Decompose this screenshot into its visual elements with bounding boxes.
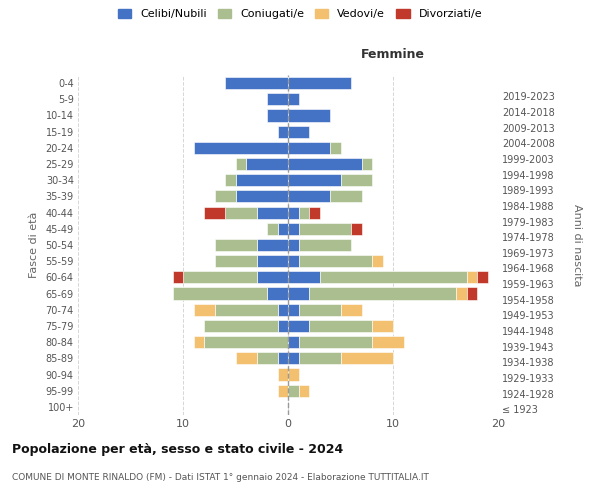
Bar xyxy=(330,142,341,154)
Bar xyxy=(235,158,246,170)
Bar xyxy=(225,77,288,89)
Bar xyxy=(299,206,309,218)
Bar xyxy=(288,239,299,251)
Bar xyxy=(215,190,235,202)
Bar xyxy=(204,206,225,218)
Bar xyxy=(299,304,341,316)
Bar xyxy=(299,239,351,251)
Bar xyxy=(288,110,330,122)
Bar xyxy=(288,352,299,364)
Bar xyxy=(309,320,372,332)
Bar xyxy=(193,142,288,154)
Bar xyxy=(204,320,277,332)
Bar xyxy=(267,93,288,106)
Bar xyxy=(288,384,299,397)
Bar xyxy=(225,174,235,186)
Text: Popolazione per età, sesso e stato civile - 2024: Popolazione per età, sesso e stato civil… xyxy=(12,442,343,456)
Bar xyxy=(288,222,299,235)
Bar xyxy=(267,110,288,122)
Bar xyxy=(257,239,288,251)
Bar xyxy=(183,272,257,283)
Bar xyxy=(361,158,372,170)
Bar xyxy=(277,222,288,235)
Bar xyxy=(351,222,361,235)
Text: COMUNE DI MONTE RINALDO (FM) - Dati ISTAT 1° gennaio 2024 - Elaborazione TUTTITA: COMUNE DI MONTE RINALDO (FM) - Dati ISTA… xyxy=(12,472,429,482)
Bar xyxy=(299,336,372,348)
Bar xyxy=(193,304,215,316)
Bar xyxy=(341,352,393,364)
Bar xyxy=(456,288,467,300)
Y-axis label: Anni di nascita: Anni di nascita xyxy=(572,204,582,286)
Bar xyxy=(215,304,277,316)
Bar xyxy=(309,288,456,300)
Bar xyxy=(277,320,288,332)
Bar xyxy=(215,239,257,251)
Bar xyxy=(204,336,288,348)
Bar xyxy=(288,320,309,332)
Bar xyxy=(288,336,299,348)
Bar xyxy=(235,190,288,202)
Bar xyxy=(320,272,467,283)
Bar xyxy=(246,158,288,170)
Bar xyxy=(288,304,299,316)
Y-axis label: Fasce di età: Fasce di età xyxy=(29,212,38,278)
Bar xyxy=(341,174,372,186)
Bar xyxy=(257,255,288,268)
Bar xyxy=(288,93,299,106)
Bar xyxy=(257,206,288,218)
Bar xyxy=(193,336,204,348)
Bar xyxy=(288,174,341,186)
Bar xyxy=(288,206,299,218)
Bar xyxy=(277,126,288,138)
Bar xyxy=(277,352,288,364)
Bar xyxy=(288,368,299,380)
Bar xyxy=(288,126,309,138)
Bar xyxy=(225,206,257,218)
Bar xyxy=(341,304,361,316)
Bar xyxy=(477,272,487,283)
Bar xyxy=(309,206,320,218)
Bar xyxy=(277,304,288,316)
Bar xyxy=(288,288,309,300)
Bar xyxy=(299,222,351,235)
Bar xyxy=(288,77,351,89)
Bar xyxy=(299,352,341,364)
Bar xyxy=(215,255,257,268)
Bar xyxy=(288,142,330,154)
Bar xyxy=(299,255,372,268)
Bar xyxy=(267,288,288,300)
Bar xyxy=(372,255,383,268)
Bar xyxy=(173,288,267,300)
Bar xyxy=(288,272,320,283)
Bar xyxy=(299,384,309,397)
Bar xyxy=(372,320,393,332)
Bar xyxy=(288,190,330,202)
Bar xyxy=(288,158,361,170)
Bar xyxy=(257,352,277,364)
Bar xyxy=(277,368,288,380)
Legend: Celibi/Nubili, Coniugati/e, Vedovi/e, Divorziati/e: Celibi/Nubili, Coniugati/e, Vedovi/e, Di… xyxy=(115,6,485,22)
Bar xyxy=(257,272,288,283)
Bar xyxy=(277,384,288,397)
Bar xyxy=(235,174,288,186)
Bar xyxy=(235,352,257,364)
Bar xyxy=(173,272,183,283)
Bar xyxy=(267,222,277,235)
Bar xyxy=(467,288,477,300)
Bar xyxy=(330,190,361,202)
Bar xyxy=(288,255,299,268)
Bar xyxy=(372,336,404,348)
Text: Femmine: Femmine xyxy=(361,48,425,62)
Bar xyxy=(467,272,477,283)
